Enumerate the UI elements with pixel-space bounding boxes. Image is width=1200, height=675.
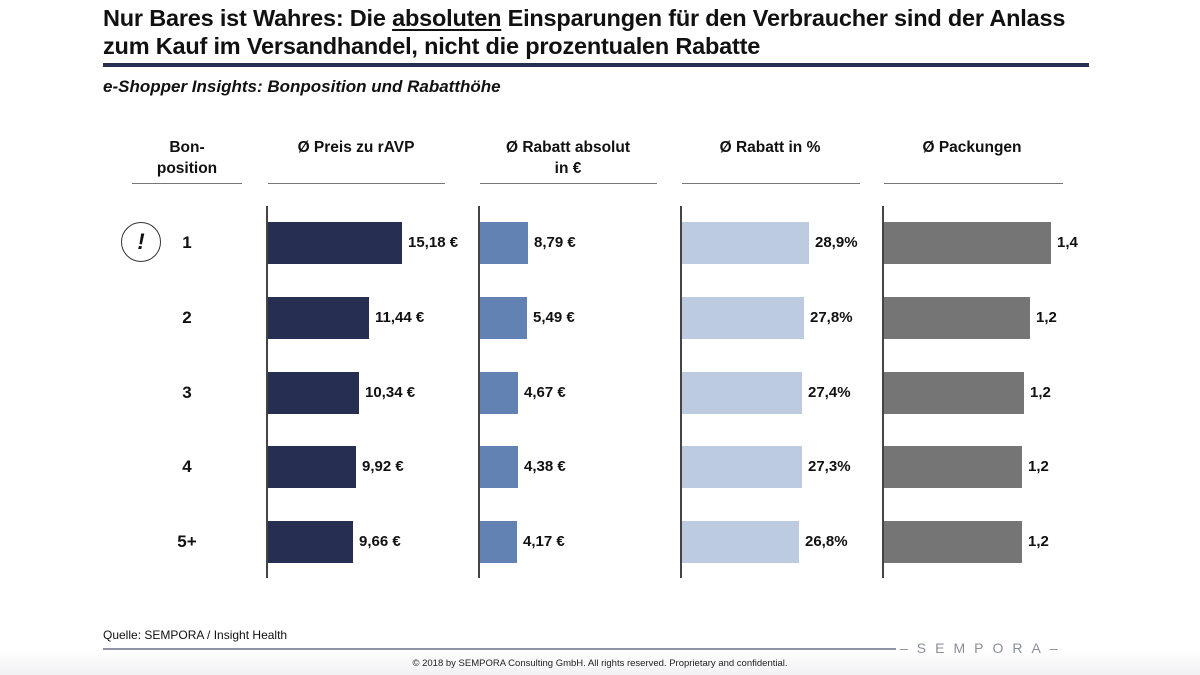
data-label: 1,2: [1036, 309, 1057, 326]
column-header-rule: [480, 183, 657, 184]
column-header-rule: [682, 183, 860, 184]
data-label: 27,8%: [810, 309, 853, 326]
bar-preis-4: [268, 446, 356, 488]
data-label: 26,8%: [805, 533, 848, 550]
bar-rabatt-prozent-4: [682, 446, 802, 488]
data-label: 1,2: [1028, 458, 1049, 475]
bar-preis-5plus: [268, 521, 353, 563]
data-label: 4,17 €: [523, 533, 565, 550]
column-header-line: Ø Rabatt in %: [719, 139, 821, 156]
row-label-2: 2: [182, 308, 192, 327]
data-label: 5,49 €: [533, 309, 575, 326]
column-header-preis: Ø Preis zu rAVP: [266, 137, 446, 158]
title-divider: [103, 63, 1089, 67]
bar-rabatt-absolut-2: [480, 297, 527, 339]
bar-packungen-4: [884, 446, 1022, 488]
row-label-5plus: 5+: [177, 532, 197, 551]
bar-preis-1: [268, 222, 402, 264]
bar-rabatt-prozent-1: [682, 222, 809, 264]
column-header-rule: [268, 183, 445, 184]
axis-line-rabatt-absolut: [478, 206, 480, 578]
bar-preis-3: [268, 372, 359, 414]
column-header-line: in €: [554, 160, 582, 177]
column-header-line: Ø Preis zu rAVP: [297, 139, 415, 156]
data-label: 4,38 €: [524, 458, 566, 475]
axis-line-preis: [266, 206, 268, 578]
column-header-rabatt-prozent: Ø Rabatt in %: [680, 137, 860, 158]
data-label: 1,2: [1028, 533, 1049, 550]
bar-rabatt-absolut-3: [480, 372, 518, 414]
data-label: 27,3%: [808, 458, 851, 475]
page-title: Nur Bares ist Wahres: Die absoluten Eins…: [103, 5, 1066, 59]
title-emphasis: absoluten: [392, 5, 502, 31]
data-label: 10,34 €: [365, 384, 416, 401]
source-note: Quelle: SEMPORA / Insight Health: [103, 628, 288, 642]
bar-rabatt-prozent-3: [682, 372, 802, 414]
exclamation-circle-icon: !: [121, 222, 161, 262]
row-header: Bon- position: [156, 139, 218, 177]
bar-rabatt-absolut-5plus: [480, 521, 517, 563]
data-label: 4,67 €: [524, 384, 566, 401]
copyright-note: © 2018 by SEMPORA Consulting GmbH. All r…: [412, 658, 788, 669]
data-label: 9,66 €: [359, 533, 401, 550]
data-label: 8,79 €: [534, 234, 576, 251]
data-label: 1,2: [1030, 384, 1051, 401]
bar-rabatt-absolut-1: [480, 222, 528, 264]
bar-packungen-3: [884, 372, 1024, 414]
axis-line-rabatt-prozent: [680, 206, 682, 578]
footer-divider: [103, 648, 896, 650]
chart-subtitle: e-Shopper Insights: Bonposition und Raba…: [103, 77, 501, 96]
data-label: 28,9%: [815, 234, 858, 251]
column-header-line: Ø Rabatt absolut: [505, 139, 630, 156]
bar-packungen-5plus: [884, 521, 1022, 563]
footer-background: [0, 650, 1200, 675]
data-label: 1,4: [1057, 234, 1078, 251]
row-label-1: 1: [182, 233, 192, 252]
data-label: 11,44 €: [375, 309, 425, 326]
bar-preis-2: [268, 297, 369, 339]
bar-rabatt-prozent-2: [682, 297, 804, 339]
row-label-3: 3: [182, 383, 192, 402]
column-header-rabatt-absolut: Ø Rabatt absolut in €: [478, 137, 658, 179]
data-label: 9,92 €: [362, 458, 404, 475]
bar-packungen-2: [884, 297, 1030, 339]
sempora-logo: –SEMPORA–: [900, 640, 1067, 656]
column-header-line: Ø Packungen: [922, 139, 1022, 156]
row-header-rule: [132, 183, 242, 184]
axis-line-packungen: [882, 206, 884, 578]
bar-rabatt-absolut-4: [480, 446, 518, 488]
column-header-rule: [884, 183, 1063, 184]
row-label-4: 4: [182, 457, 192, 476]
data-label: 15,18 €: [408, 234, 459, 251]
bar-packungen-1: [884, 222, 1051, 264]
data-label: 27,4%: [808, 384, 851, 401]
bar-rabatt-prozent-5plus: [682, 521, 799, 563]
column-header-packungen: Ø Packungen: [882, 137, 1062, 158]
